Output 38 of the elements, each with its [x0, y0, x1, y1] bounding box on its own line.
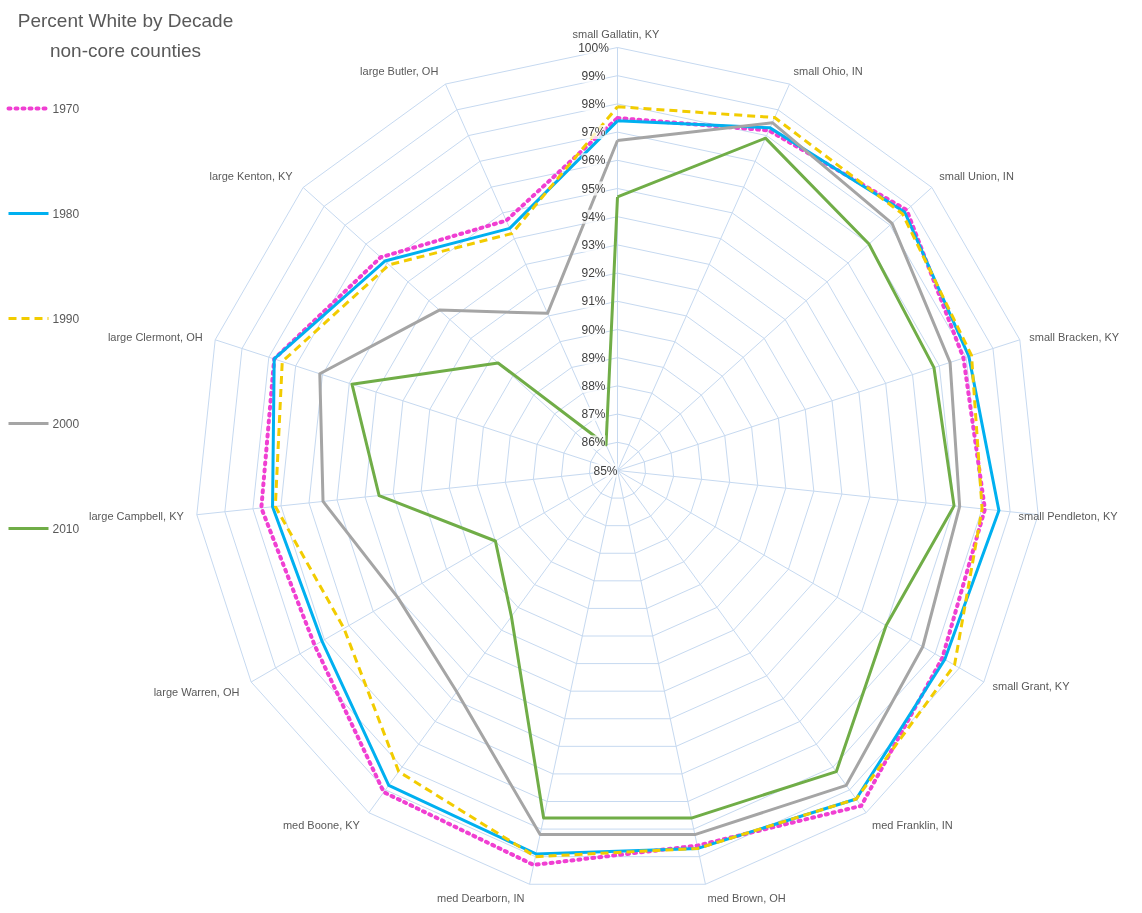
- text: non-core counties: [49, 40, 202, 61]
- y-tick-label: 92%: [581, 266, 606, 281]
- legend-label: 1980: [52, 207, 80, 221]
- y-tick-label: 88%: [581, 378, 606, 393]
- y-tick-label: 89%: [581, 350, 606, 365]
- y-tick-label: 100%: [578, 40, 610, 55]
- y-tick-label: 94%: [581, 209, 606, 224]
- legend-label: 2000: [52, 417, 80, 431]
- y-tick-label: 85%: [593, 463, 618, 478]
- spoke-label: large Campbell, KY: [89, 509, 185, 522]
- legend-label: 2010: [52, 522, 80, 536]
- y-tick-label: 99%: [581, 68, 606, 83]
- spoke-label: small Pendleton, KY: [1018, 509, 1119, 522]
- y-tick-label: 98%: [581, 96, 606, 111]
- chart-title: Percent White by Decade: [17, 10, 234, 31]
- spoke-label: small Grant, KY: [992, 680, 1071, 692]
- spoke-label: large Butler, OH: [360, 64, 439, 77]
- y-tick-label: 91%: [581, 294, 606, 309]
- legend-label: 1970: [52, 102, 80, 116]
- y-tick-label: 95%: [581, 181, 606, 196]
- y-tick-label: 96%: [581, 153, 606, 168]
- y-tick-label: 90%: [581, 322, 606, 337]
- spoke-label: large Clermont, OH: [107, 331, 203, 344]
- y-tick-label: 87%: [581, 407, 606, 422]
- spoke-label: med Boone, KY: [282, 819, 361, 832]
- spoke-label: large Kenton, KY: [209, 170, 294, 183]
- y-tick-label: 86%: [581, 435, 606, 450]
- y-tick-label: 97%: [581, 125, 606, 140]
- legend-label: 1990: [52, 312, 80, 326]
- y-tick-label: 93%: [581, 237, 606, 252]
- spoke-label: med Franklin, IN: [872, 819, 953, 832]
- spoke-label: small Union, IN: [939, 170, 1014, 183]
- spoke-label: med Dearborn, IN: [436, 892, 525, 905]
- spoke-label: med Brown, OH: [707, 892, 786, 905]
- spoke-label: large Warren, OH: [153, 686, 240, 698]
- spoke-label: small Gallatin, KY: [572, 27, 661, 40]
- spoke-label: small Bracken, KY: [1029, 331, 1120, 344]
- spoke-label: small Ohio, IN: [793, 64, 863, 77]
